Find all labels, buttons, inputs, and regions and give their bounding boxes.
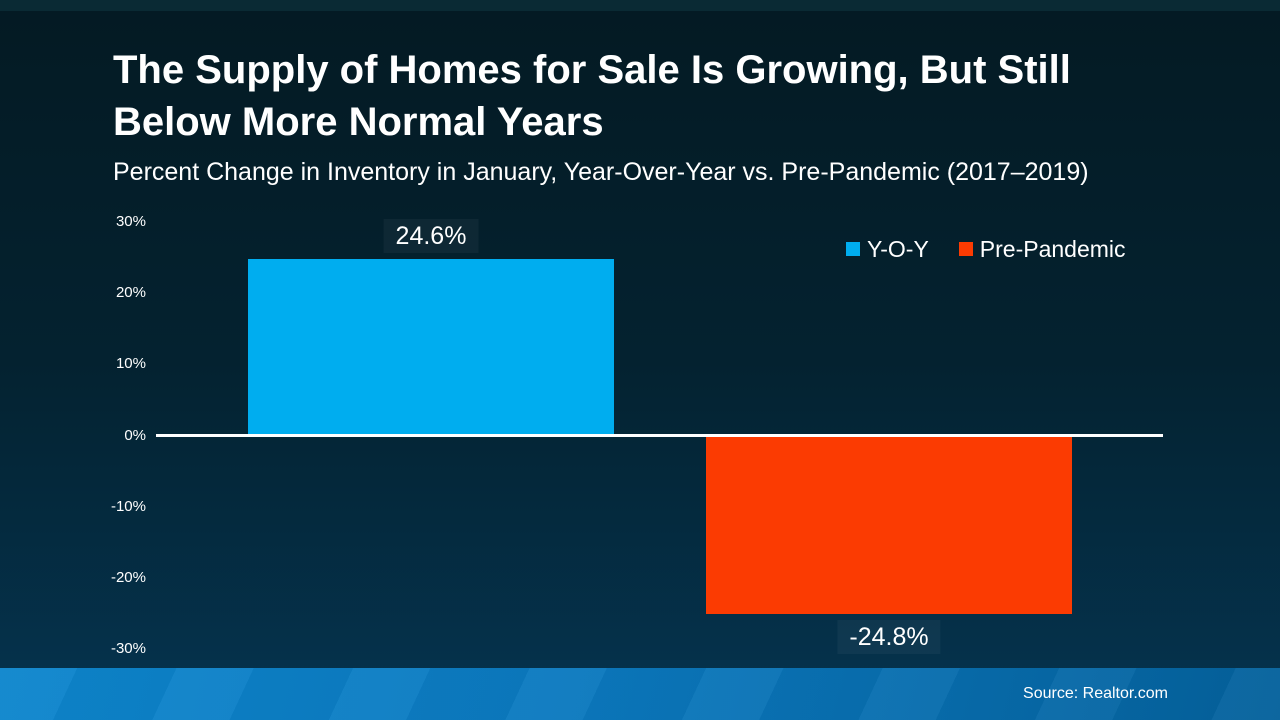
legend-item-pre-pandemic: Pre-Pandemic [958,236,1126,262]
legend-swatch-icon [846,242,860,256]
footer-stripes [0,668,1280,720]
legend: Y-O-Y Pre-Pandemic [846,236,1126,262]
y-axis-tick-label: 0% [124,426,146,444]
y-axis-tick-label: -30% [110,640,146,657]
y-axis-tick-label: -20% [110,568,146,586]
y-axis: 30% 20% 10% 0% -10% -20% -30% [0,0,146,720]
chart-title: The Supply of Homes for Sale Is Growing,… [113,48,1071,144]
footer-bar: Source: Realtor.com [0,668,1280,720]
chart-subtitle: Percent Change in Inventory in January, … [113,158,1089,186]
zero-axis-line [156,434,1163,437]
y-axis-tick-label: 10% [115,355,146,373]
y-axis-tick-label: 30% [115,212,146,230]
y-axis-tick-label: -10% [110,497,146,515]
top-edge-strip [0,0,1280,11]
legend-swatch-icon [958,242,973,256]
bar-y-o-y [248,259,614,434]
legend-label: Y-O-Y [867,236,929,262]
source-text: Source: Realtor.com [1023,685,1168,702]
bar-pre-pandemic [706,437,1072,614]
legend-label: Pre-Pandemic [979,236,1126,262]
y-axis-tick-label: 20% [115,284,146,302]
data-label-pre-pandemic: -24.8% [837,620,941,654]
legend-item-y-o-y: Y-O-Y [846,236,929,262]
data-label-y-o-y: 24.6% [383,219,479,253]
